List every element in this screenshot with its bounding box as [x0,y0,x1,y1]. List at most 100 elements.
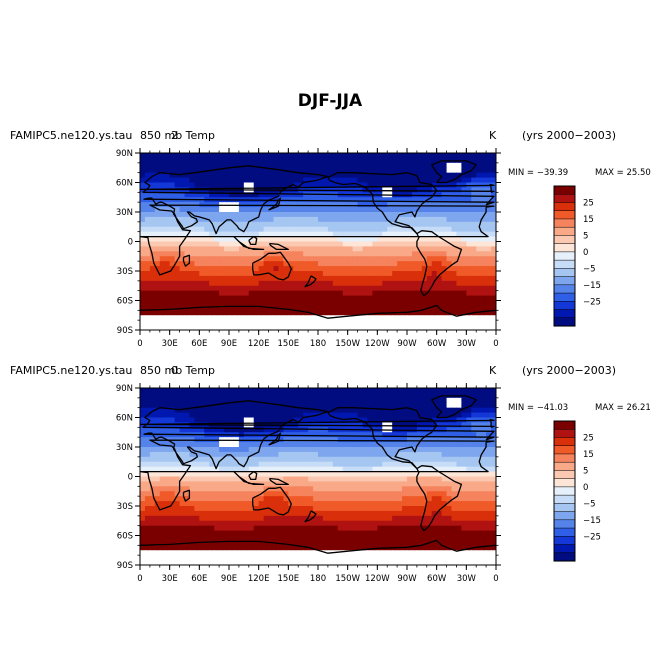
heatmap-cell [258,535,265,542]
heatmap-cell [337,510,344,517]
heatmap-cell [298,275,304,282]
heatmap-cell [436,231,443,238]
heatmap-cell [194,476,200,483]
heatmap-cell [159,388,166,394]
heatmap-cell [441,481,448,487]
heatmap-cell [184,525,191,532]
heatmap-cell [144,310,151,316]
heatmap-cell [199,275,205,282]
heatmap-cell [476,275,482,282]
heatmap-cell [140,167,146,174]
heatmap-cell [293,447,299,453]
heatmap-cell [347,256,354,262]
heatmap-cell [253,525,260,532]
heatmap-cell [308,320,314,326]
heatmap-cell [327,162,334,169]
heatmap-cell [308,300,314,307]
heatmap-cell [303,451,309,458]
heatmap-cell [372,451,378,458]
heatmap-cell [481,491,487,497]
heatmap-cell [233,221,240,228]
heatmap-cell [179,266,186,272]
heatmap-cell [466,451,472,458]
heatmap-cell [392,231,398,238]
heatmap-cell [332,501,339,507]
heatmap-cell [229,305,235,311]
heatmap-cell [426,315,433,321]
heatmap-cell [407,442,413,448]
heatmap-cell [446,280,453,287]
heatmap-cell [416,417,423,424]
heatmap-cell [154,310,161,316]
heatmap-cell [273,397,280,404]
heatmap-cell [293,496,299,502]
heatmap-cell [431,261,438,267]
heatmap-cell [491,471,496,478]
heatmap-cell [283,266,289,272]
colorbar-swatch [553,202,576,212]
heatmap-cell [258,501,265,507]
heatmap-cell [431,212,438,218]
heatmap-cell [362,207,369,213]
heatmap-cell [436,442,443,448]
heatmap-cell [441,285,448,292]
heatmap-cell [159,392,166,399]
heatmap-cell [352,275,359,282]
heatmap-cell [308,315,314,321]
heatmap-cell [258,530,265,537]
heatmap-cell [411,510,418,517]
heatmap-cell [318,530,324,537]
heatmap-cell [258,305,265,311]
heatmap-cell [421,525,428,532]
heatmap-cell [204,275,210,282]
heatmap-cell [421,236,428,243]
heatmap-cell [293,172,299,179]
heatmap-cell [456,525,462,532]
heatmap-cell [402,261,408,267]
heatmap-cell [144,197,151,203]
heatmap-cell [263,305,270,311]
heatmap-cell [377,320,383,326]
heatmap-cell [377,266,383,272]
heatmap-cell [164,300,171,307]
heatmap-cell [436,320,443,326]
heatmap-cell [421,407,428,414]
heatmap-cell [298,236,304,243]
heatmap-cell [248,167,255,174]
heatmap-cell [174,412,181,419]
heatmap-cell [238,496,245,502]
heatmap-cell [219,510,225,517]
heatmap-cell [332,392,339,399]
heatmap-cell [441,442,448,448]
heatmap-cell [169,515,176,522]
heatmap-cell [214,271,220,277]
heatmap-cell [407,295,413,302]
heatmap-cell [209,427,215,433]
heatmap-cell [416,456,423,463]
heatmap-cell [174,275,181,282]
heatmap-cell [303,525,309,532]
heatmap-cell [446,315,453,321]
heatmap-cell [164,246,171,252]
heatmap-cell [436,261,443,267]
heatmap-cell [174,177,181,184]
heatmap-cell [411,451,418,458]
heatmap-cell [189,412,195,419]
heatmap-cell [431,520,438,527]
heatmap-cell [421,310,428,316]
heatmap-cell [436,496,443,502]
heatmap-cell [229,471,235,478]
heatmap-cell [372,461,378,468]
heatmap-cell [367,216,373,223]
heatmap-cell [288,172,294,179]
heatmap-cell [184,471,191,478]
heatmap-cell [407,437,413,443]
heatmap-cell [466,202,472,208]
heatmap-cell [199,320,205,326]
heatmap-cell [209,461,215,468]
heatmap-cell [298,153,304,159]
colorbar-swatch [553,276,576,286]
heatmap-cell [347,212,354,218]
heatmap-cell [263,491,270,497]
heatmap-cell [214,510,220,517]
